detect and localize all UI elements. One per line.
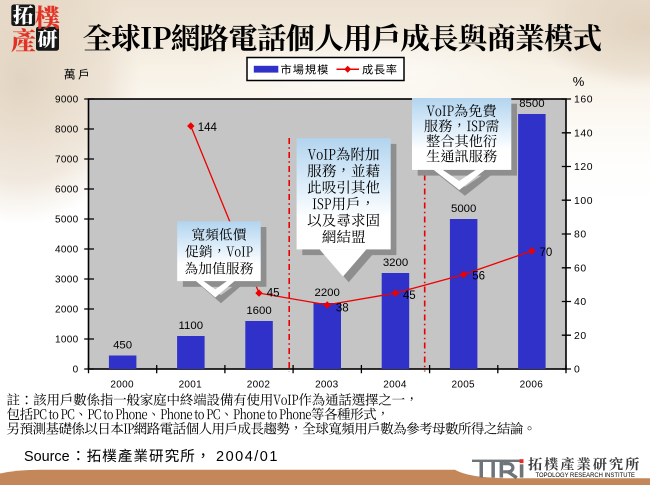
- svg-text:2000: 2000: [55, 305, 79, 316]
- svg-text:%: %: [573, 74, 585, 89]
- svg-text:0: 0: [574, 365, 580, 376]
- svg-text:1100: 1100: [179, 320, 204, 332]
- svg-text:144: 144: [198, 122, 218, 134]
- svg-text:6000: 6000: [55, 185, 79, 196]
- svg-text:160: 160: [574, 95, 593, 106]
- svg-text:45: 45: [403, 290, 416, 302]
- svg-text:140: 140: [574, 128, 593, 139]
- svg-text:20: 20: [574, 331, 587, 342]
- svg-text:Source: Source: [24, 449, 70, 465]
- svg-text:2000: 2000: [110, 380, 134, 391]
- svg-text:56: 56: [472, 271, 485, 283]
- svg-text:TOPOLOGY RESEARCH INSTITUTE: TOPOLOGY RESEARCH INSTITUTE: [536, 472, 636, 479]
- svg-text:120: 120: [574, 162, 593, 173]
- svg-text:7000: 7000: [55, 155, 79, 166]
- svg-text:3000: 3000: [55, 275, 79, 286]
- svg-text:450: 450: [113, 340, 132, 352]
- svg-text:2005: 2005: [451, 380, 475, 391]
- svg-text:60: 60: [574, 263, 587, 274]
- svg-text:1000: 1000: [55, 335, 79, 346]
- svg-text:2004/01: 2004/01: [216, 449, 279, 465]
- svg-text:0: 0: [73, 365, 79, 376]
- svg-text:8000: 8000: [55, 125, 79, 136]
- svg-text:40: 40: [574, 297, 587, 308]
- svg-text:38: 38: [336, 302, 349, 314]
- svg-text:8500: 8500: [519, 98, 544, 110]
- svg-text:2200: 2200: [315, 287, 340, 299]
- svg-text:9000: 9000: [55, 95, 79, 106]
- svg-text:2001: 2001: [179, 380, 203, 391]
- svg-text:2002: 2002: [247, 380, 271, 391]
- svg-text:2003: 2003: [315, 380, 339, 391]
- svg-text:2004: 2004: [383, 380, 407, 391]
- svg-text:5000: 5000: [451, 203, 476, 215]
- svg-text:2006: 2006: [520, 380, 544, 391]
- svg-text:4000: 4000: [55, 245, 79, 256]
- svg-text:80: 80: [574, 230, 587, 241]
- svg-text:5000: 5000: [55, 215, 79, 226]
- svg-text:45: 45: [267, 288, 280, 300]
- svg-text:70: 70: [540, 247, 553, 259]
- svg-text:3200: 3200: [383, 257, 408, 269]
- svg-text:100: 100: [574, 196, 593, 207]
- svg-text:1600: 1600: [246, 305, 271, 317]
